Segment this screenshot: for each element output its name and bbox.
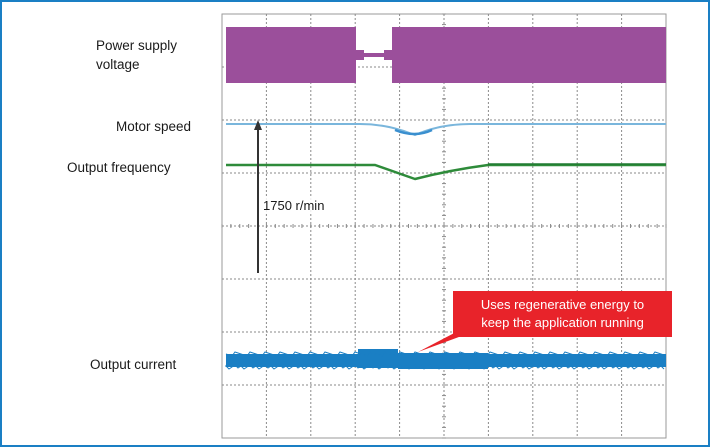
speed-scale-annotation: 1750 r/min — [263, 198, 325, 213]
output-frequency-trace — [226, 163, 666, 181]
motor-speed-dip — [394, 128, 433, 136]
power-voltage-notch — [356, 50, 364, 60]
motor-speed-trace — [226, 123, 666, 137]
callout-line1: Uses regenerative energy to — [480, 297, 645, 312]
power-voltage-notch — [384, 50, 392, 60]
trace-group — [225, 27, 666, 370]
scale-arrow-head — [254, 120, 262, 130]
power-supply-voltage-label: Power supply voltage — [96, 36, 216, 74]
output-current-bump — [358, 349, 398, 368]
power-voltage-trace — [392, 27, 666, 83]
output-current-bump — [398, 353, 488, 369]
power-voltage-trace — [226, 27, 356, 83]
regen-callout: Uses regenerative energy to keep the app… — [453, 291, 672, 337]
power-voltage-dropout — [356, 53, 392, 57]
motor-speed-label: Motor speed — [116, 119, 192, 134]
power-label-line2: voltage — [96, 57, 140, 72]
callout-line2: keep the application running — [481, 315, 644, 330]
output-frequency-label: Output frequency — [67, 160, 171, 175]
output-current-label: Output current — [90, 357, 177, 372]
power-label-line1: Power supply — [96, 38, 178, 53]
output-current-noise — [225, 364, 665, 370]
output-current-noise — [225, 351, 665, 357]
